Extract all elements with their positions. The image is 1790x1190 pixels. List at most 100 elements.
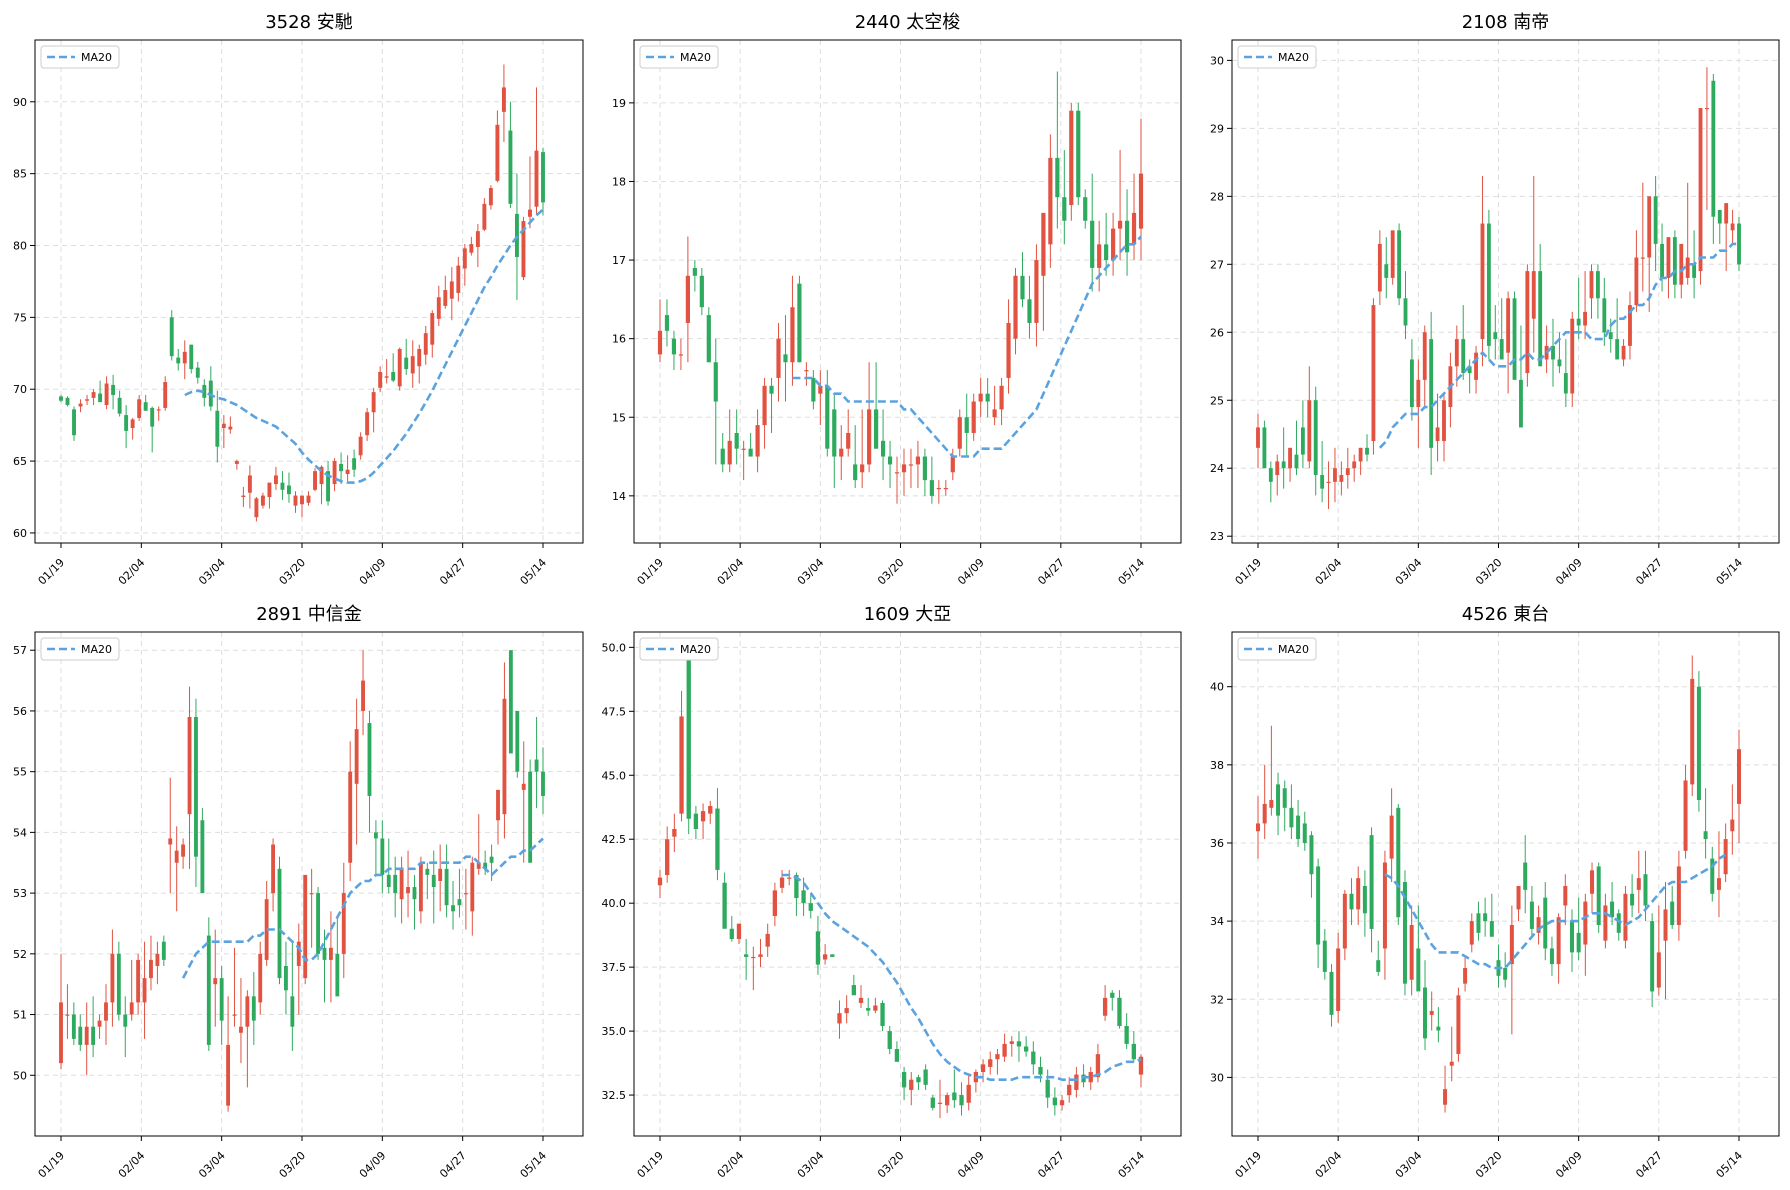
x-tick-label: 01/19 <box>36 1149 68 1181</box>
candle-body <box>443 290 448 306</box>
y-tick-label: 57 <box>13 644 27 657</box>
candle-body <box>1006 322 1011 378</box>
candle-body <box>508 130 513 204</box>
candle-body <box>929 480 934 496</box>
candle-body <box>1262 803 1267 824</box>
candle-body <box>909 1079 914 1090</box>
candle-body <box>215 410 220 447</box>
candle-body <box>664 315 670 331</box>
y-tick-label: 80 <box>13 240 27 253</box>
candle-body <box>98 393 103 403</box>
candle-body <box>425 868 430 875</box>
y-tick-label: 90 <box>13 96 27 109</box>
y-tick-label: 36 <box>1210 837 1224 850</box>
candle-body <box>462 248 467 269</box>
candle-body <box>316 893 320 954</box>
plot-frame <box>633 631 1182 1137</box>
candle-body <box>195 367 200 378</box>
candle-body <box>176 357 181 364</box>
y-tick-label: 51 <box>13 1009 27 1022</box>
candle-body <box>384 376 389 378</box>
candle-body <box>508 650 513 754</box>
candle-body <box>1672 237 1677 285</box>
candle-body <box>1074 1074 1079 1090</box>
candle-body <box>496 789 500 821</box>
candle-body <box>873 1005 878 1011</box>
candle-body <box>1679 243 1684 285</box>
candle-body <box>341 893 346 954</box>
candle-body <box>161 941 166 960</box>
candle-body <box>169 317 174 357</box>
candle-body <box>155 953 160 966</box>
candle-body <box>436 297 441 319</box>
candle-body <box>228 426 233 430</box>
y-tick-label: 28 <box>1210 190 1224 203</box>
candle-body <box>1309 835 1314 875</box>
y-tick-label: 54 <box>13 826 27 839</box>
candle-body <box>699 275 704 308</box>
candle-body <box>1596 866 1601 926</box>
candle-body <box>534 759 539 772</box>
candle-body <box>521 221 526 278</box>
candle-body <box>260 495 265 506</box>
candle-body <box>790 307 795 363</box>
candle-body <box>1634 257 1639 306</box>
candle-body <box>501 87 506 112</box>
y-tick-label: 40.0 <box>602 897 627 910</box>
candle-body <box>915 456 921 465</box>
candle-body <box>264 899 269 960</box>
candle-body <box>221 423 226 429</box>
candle-body <box>541 771 545 796</box>
candle-body <box>1138 1056 1144 1075</box>
candle-body <box>293 495 298 506</box>
candle-body <box>1307 400 1312 462</box>
y-tick-label: 70 <box>13 383 27 396</box>
plot-frame <box>633 39 1182 544</box>
y-tick-label: 38 <box>1210 759 1224 772</box>
candle-body <box>1376 960 1381 972</box>
candle-body <box>1551 345 1555 360</box>
candle-body <box>1730 819 1735 832</box>
ma20-line <box>1384 853 1727 970</box>
candle-body <box>1048 157 1053 245</box>
y-tick-label: 24 <box>1210 462 1224 475</box>
candle-body <box>174 850 179 863</box>
candle-body <box>168 838 173 845</box>
candle-body <box>978 393 983 402</box>
candle-body <box>226 1044 231 1106</box>
candle-body <box>1013 275 1018 339</box>
candle-body <box>117 397 122 414</box>
chart-panel: 2108 南帝 23 24 25 26 27 28 29 30 01/19 02/04 03/04 03… <box>1210 12 1780 588</box>
candle-body <box>373 832 378 839</box>
candle-body <box>1322 940 1327 972</box>
candle-body <box>124 415 129 431</box>
candle-body <box>1020 275 1025 300</box>
candle-body <box>1382 862 1387 949</box>
candle-body <box>1416 948 1421 992</box>
candle-body <box>1630 893 1635 906</box>
candle-body <box>232 1014 237 1016</box>
candle-body <box>280 482 285 490</box>
candle-body <box>335 953 340 997</box>
candle-body <box>1690 678 1695 785</box>
candle-body <box>406 887 410 894</box>
candle-body <box>1268 468 1273 482</box>
x-tick-label: 04/27 <box>437 556 469 588</box>
candle-body <box>1463 968 1468 984</box>
legend-label: MA20 <box>680 643 711 656</box>
x-tick-label: 03/04 <box>795 556 827 588</box>
y-tick-label: 32.5 <box>602 1089 627 1102</box>
candle-body <box>239 1026 243 1033</box>
candle-body <box>393 874 398 894</box>
legend-label: MA20 <box>1278 51 1309 64</box>
legend-box <box>1237 45 1317 69</box>
candle-body <box>1640 257 1645 259</box>
candle-body <box>1583 901 1588 945</box>
candle-body <box>887 456 893 465</box>
candle-body <box>995 1054 1000 1060</box>
candle-body <box>1124 1025 1129 1044</box>
x-tick-label: 01/19 <box>635 1149 667 1181</box>
candle-body <box>1610 901 1615 918</box>
x-tick-label: 03/04 <box>196 1149 228 1181</box>
candle-body <box>380 838 385 875</box>
